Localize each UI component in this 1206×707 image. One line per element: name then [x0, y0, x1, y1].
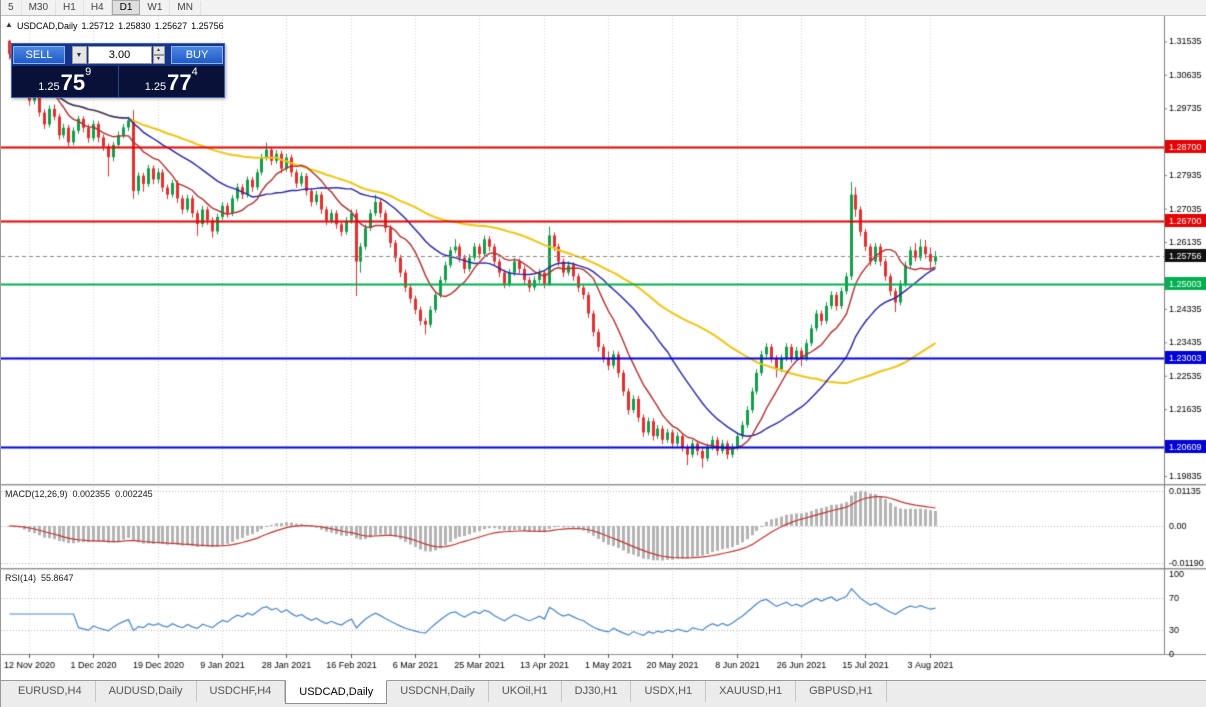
buy-button[interactable]: BUY: [171, 46, 223, 64]
chart-symbol-label: USDCAD,Daily: [17, 21, 78, 31]
timeframe-button-mn[interactable]: MN: [170, 0, 201, 15]
one-click-trading-panel: SELL ▼ ▲ ▼ BUY 1.25 75 9: [11, 43, 225, 98]
chart-tab-usdcnh[interactable]: USDCNH,Daily: [387, 681, 489, 702]
one-click-collapse-icon[interactable]: ▲: [5, 20, 13, 29]
chart-tab-gbpusd[interactable]: GBPUSD,H1: [796, 681, 887, 702]
sell-price-big: 75: [60, 70, 86, 95]
chart-tabs-bar: EURUSD,H4 AUDUSD,Daily USDCHF,H4 USDCAD,Dai…: [1, 680, 1206, 707]
timeframe-toolbar: 5 M30 H1 H4 D1 W1 MN: [1, 0, 1206, 16]
chart-tab-audusd[interactable]: AUDUSD,Daily: [96, 681, 197, 702]
chart-tab-xauusd[interactable]: XAUUSD,H1: [706, 681, 797, 702]
ohlc-low: 1.25627: [154, 21, 188, 31]
chart-area: ▲ USDCAD,Daily 1.25712 1.25830 1.25627 1.257…: [1, 16, 1206, 680]
lot-increase-button[interactable]: ▲: [152, 46, 165, 55]
ohlc-open: 1.25712: [81, 21, 115, 31]
sell-price-prefix: 1.25: [38, 81, 60, 93]
macd-signal-value: 0.002245: [115, 489, 153, 499]
timeframe-button-d1[interactable]: D1: [111, 0, 141, 15]
chart-tab-dj30[interactable]: DJ30,H1: [562, 681, 632, 702]
chevron-down-icon[interactable]: ▼: [71, 46, 87, 64]
lot-size-control: ▼ ▲ ▼: [65, 46, 171, 64]
buy-price[interactable]: 1.25 77 4: [119, 66, 225, 97]
rsi-indicator-label: RSI(14) 55.8647: [5, 573, 79, 583]
chart-tab-ukoil[interactable]: UKOil,H1: [489, 681, 562, 702]
chart-tab-usdx[interactable]: USDX,H1: [631, 681, 707, 702]
sell-button[interactable]: SELL: [13, 46, 65, 64]
price-divider: [117, 66, 119, 97]
timeframe-button-h1[interactable]: H1: [56, 0, 84, 15]
sell-price-pip: 9: [85, 66, 92, 78]
timeframe-button-5[interactable]: 5: [1, 0, 22, 15]
lot-decrease-button[interactable]: ▼: [152, 55, 165, 64]
timeframe-button-h4[interactable]: H4: [84, 0, 112, 15]
buy-price-big: 77: [167, 70, 192, 95]
ohlc-close: 1.25756: [191, 21, 224, 31]
macd-name: MACD(12,26,9): [5, 489, 68, 499]
trade-panel-controls: SELL ▼ ▲ ▼ BUY: [12, 44, 224, 66]
rsi-name: RSI(14): [5, 573, 37, 583]
timeframe-button-m30[interactable]: M30: [22, 0, 57, 15]
price-chart-canvas[interactable]: [1, 16, 1206, 680]
rsi-value: 55.8647: [41, 573, 74, 583]
ohlc-high: 1.25830: [118, 21, 151, 31]
lot-size-input[interactable]: [87, 46, 152, 64]
chart-tab-usdchf[interactable]: USDCHF,H4: [197, 681, 286, 702]
trade-panel-prices: 1.25 75 9 1.25 77 4: [12, 66, 224, 97]
chart-tab-eurusd[interactable]: EURUSD,H4: [5, 681, 96, 702]
buy-price-prefix: 1.25: [144, 81, 167, 93]
timeframe-button-w1[interactable]: W1: [140, 0, 171, 15]
lot-spinner: ▲ ▼: [152, 46, 165, 64]
buy-price-pip: 4: [191, 66, 198, 78]
chart-title: USDCAD,Daily 1.25712 1.25830 1.25627 1.25756: [17, 21, 228, 31]
macd-indicator-label: MACD(12,26,9) 0.002355 0.002245: [5, 489, 158, 499]
macd-main-value: 0.002355: [72, 489, 111, 499]
chart-tab-usdcad[interactable]: USDCAD,Daily: [285, 680, 388, 704]
sell-price[interactable]: 1.25 75 9: [12, 66, 118, 97]
